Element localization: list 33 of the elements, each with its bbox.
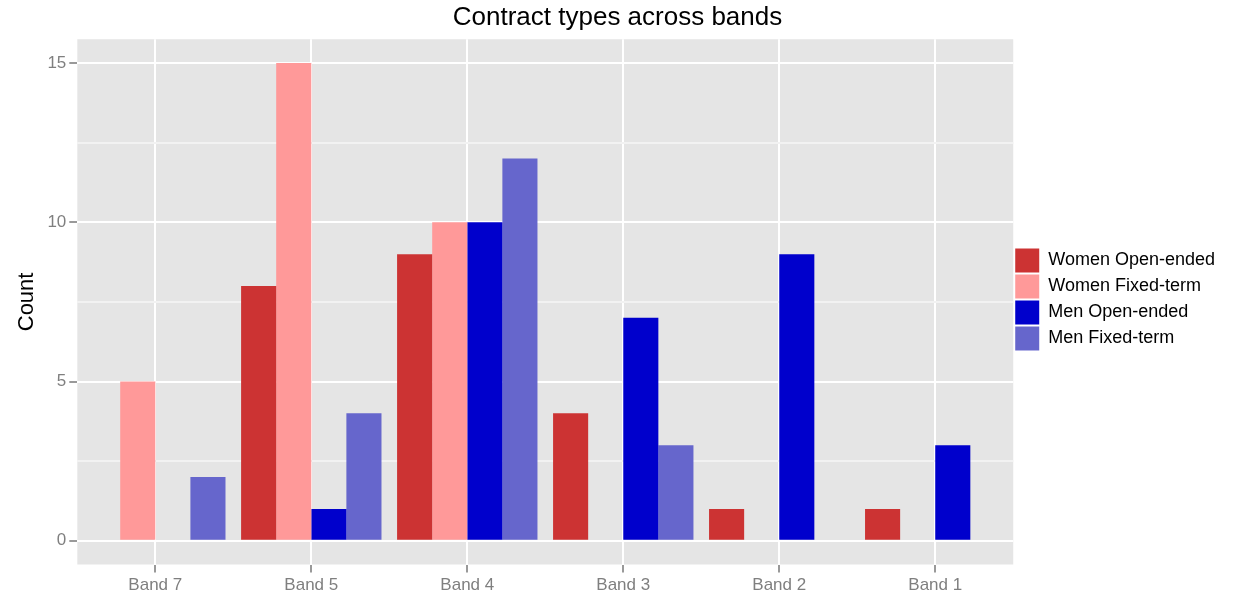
bar <box>502 158 538 540</box>
x-tick-label: Band 2 <box>752 575 807 595</box>
legend-label: Men Open-ended <box>1048 301 1189 322</box>
bar <box>467 222 503 540</box>
y-axis-title: Count <box>13 272 39 332</box>
chart-title: Contract types across bands <box>452 0 783 31</box>
bar <box>709 508 745 540</box>
y-tick-label: 0 <box>56 530 67 550</box>
bar <box>935 445 971 540</box>
bar <box>346 413 382 540</box>
legend-label: Men Fixed-term <box>1048 327 1175 348</box>
bar <box>241 285 277 540</box>
bar <box>658 445 694 540</box>
bar <box>276 63 312 540</box>
x-tick-label: Band 4 <box>440 575 495 595</box>
y-tick-label: 5 <box>56 371 67 391</box>
y-tick-label: 15 <box>47 52 67 72</box>
legend-label: Women Open-ended <box>1048 249 1216 270</box>
bar <box>553 413 589 540</box>
bar <box>120 381 156 540</box>
x-tick-label: Band 7 <box>128 575 183 595</box>
bar <box>865 508 901 540</box>
y-tick-label: 10 <box>47 211 67 231</box>
bar <box>623 317 659 540</box>
bar <box>397 254 433 540</box>
bar <box>432 222 468 540</box>
bar <box>779 254 815 540</box>
x-tick-label: Band 1 <box>908 575 963 595</box>
bar <box>190 477 226 540</box>
x-tick-label: Band 5 <box>284 575 339 595</box>
bar <box>311 508 347 540</box>
legend-label: Women Fixed-term <box>1048 275 1201 296</box>
x-tick-label: Band 3 <box>596 575 651 595</box>
